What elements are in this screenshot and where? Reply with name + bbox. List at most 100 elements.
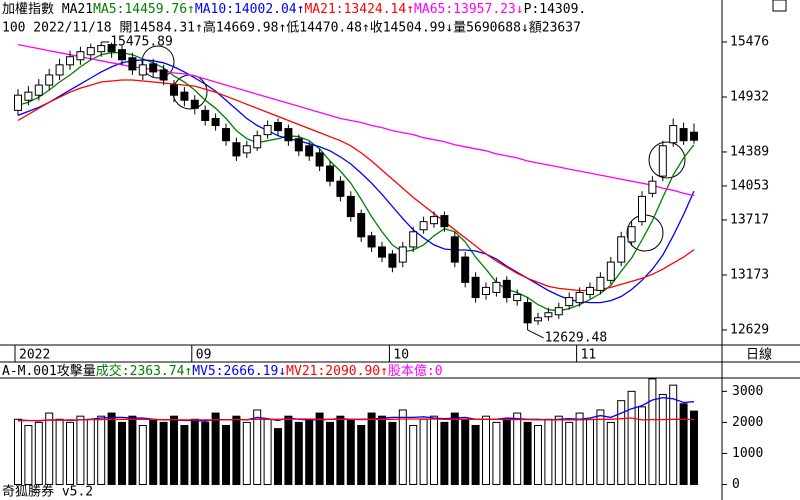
volume-bar (534, 424, 542, 485)
volume-bar (76, 415, 85, 485)
volume-bar (211, 412, 220, 485)
volume-bar (190, 418, 199, 485)
volume-bars (14, 378, 698, 485)
volume-bar (450, 412, 459, 485)
volume-bar (232, 415, 241, 485)
candle-body (222, 128, 230, 142)
candle-body (76, 51, 85, 61)
volume-bar (679, 403, 688, 485)
volume-bar (575, 412, 584, 485)
x-tick-label: 10 (393, 348, 409, 363)
volume-bar (523, 421, 532, 485)
volume-bar (409, 424, 418, 485)
header-item: MA5:14459.76↑ (93, 2, 195, 17)
candle-body (274, 122, 282, 132)
candle-body (513, 294, 522, 302)
volume-bar (638, 406, 646, 485)
volume-bar (222, 424, 230, 485)
candle-body (450, 236, 459, 263)
volume-bar (586, 418, 594, 485)
volume-bar (315, 412, 324, 485)
header-item: 股本億:0 (388, 363, 443, 379)
y-tick-label: 14389 (730, 144, 769, 159)
candle-body (294, 138, 303, 152)
candle-body (565, 297, 574, 307)
volume-bar (544, 418, 553, 485)
candle-body (45, 74, 54, 86)
candle-body (638, 195, 646, 223)
candle-body (14, 94, 22, 111)
volume-bar (565, 421, 574, 485)
candle-body (305, 145, 314, 157)
candle-body (66, 56, 74, 66)
candle-body (138, 64, 147, 76)
volume-bar (513, 412, 522, 485)
period-label: 日線 (746, 347, 772, 363)
candle-body (357, 213, 366, 238)
candle-body (190, 99, 199, 109)
candle-body (336, 180, 345, 197)
volume-bar (658, 393, 667, 485)
candle-body (232, 142, 241, 157)
candle-body (534, 317, 542, 322)
candle-body (201, 109, 210, 121)
y-tick-label: 14932 (730, 90, 769, 105)
candle-body (211, 117, 220, 127)
volume-bar (170, 415, 178, 485)
volume-bar (617, 400, 626, 485)
circle-annotation (141, 45, 175, 79)
volume-bar (627, 390, 636, 485)
volume-bar (107, 412, 116, 485)
ma-line (17, 52, 695, 312)
candle-body (471, 276, 480, 299)
volume-bar (149, 418, 158, 485)
candle-body (679, 128, 688, 142)
candle-body (326, 165, 334, 182)
volume-bar (648, 378, 657, 485)
header-item: MA10:14002.04↑ (195, 2, 305, 17)
y-tick-label: 14053 (730, 178, 769, 193)
volume-bar (34, 421, 43, 485)
candle-body (118, 49, 126, 61)
candle-body (24, 91, 33, 101)
candle-body (648, 180, 657, 194)
volume-bar (492, 421, 501, 485)
window-icon[interactable] (772, 0, 787, 12)
candle-body (669, 125, 678, 144)
candle-body (554, 307, 563, 316)
candle-body (34, 84, 43, 96)
y-tick-label: 0 (732, 477, 740, 492)
volume-bar (398, 409, 407, 485)
volume-header: A-M.001攻擊量成交:2363.74↑MV5:2666.19↓MV21:20… (2, 363, 443, 379)
volume-bar (201, 421, 210, 485)
header-item: 加權指數 MA21 (2, 2, 93, 17)
header-item: A-M.001攻擊量 (2, 363, 96, 379)
x-tick-label: 11 (581, 348, 597, 363)
candle-body (419, 221, 428, 231)
header-item: MV5:2666.19↓ (192, 364, 286, 379)
volume-bar (357, 424, 366, 485)
volume-bar (294, 421, 303, 485)
candle-body (586, 286, 594, 296)
candle-body (367, 235, 376, 248)
candle-body (398, 246, 407, 263)
volume-bar (305, 418, 314, 485)
candle-body (263, 125, 272, 136)
candle-body (242, 145, 251, 154)
y-tick-label: 1000 (732, 446, 763, 461)
candle-body (180, 91, 189, 101)
candle-body (502, 279, 511, 299)
volume-bar (502, 418, 511, 485)
candle-body (97, 45, 106, 53)
volume-bar (346, 418, 355, 485)
candle-body (492, 281, 501, 293)
volume-bar (690, 410, 698, 485)
volume-bar (253, 409, 262, 485)
volume-bar (471, 424, 480, 485)
volume-bar (274, 428, 282, 485)
volume-bar (596, 409, 605, 485)
volume-bar (440, 421, 449, 485)
volume-bar (378, 415, 386, 485)
candle-body (315, 152, 324, 167)
